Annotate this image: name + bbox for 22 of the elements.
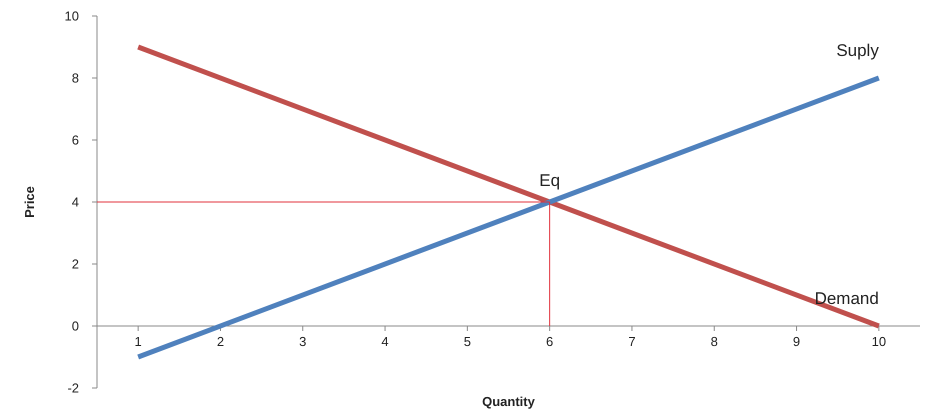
x-tick-label: 7 xyxy=(628,334,636,349)
y-tick-label: -2 xyxy=(67,380,79,396)
x-tick-label: 5 xyxy=(464,334,471,349)
x-tick-label: 1 xyxy=(134,334,142,349)
y-tick-label: 4 xyxy=(72,194,79,210)
x-tick-label: 2 xyxy=(216,334,224,349)
x-tick-label: 6 xyxy=(546,334,554,349)
x-tick-label: 3 xyxy=(299,334,306,349)
y-tick-label: 6 xyxy=(72,132,79,148)
y-tick-label: 8 xyxy=(72,70,79,86)
y-tick-label: 2 xyxy=(72,256,79,272)
x-tick-label: 9 xyxy=(792,334,800,349)
y-tick-label: 10 xyxy=(64,8,79,24)
x-axis-title: Quantity xyxy=(482,394,536,409)
x-tick-label: 4 xyxy=(381,334,389,349)
series-label: Suply xyxy=(836,41,880,60)
series-label: Demand xyxy=(814,289,879,308)
y-axis-title: Price xyxy=(22,186,37,218)
y-tick-label: 0 xyxy=(72,318,79,334)
x-tick-label: 8 xyxy=(710,334,718,349)
annotation: Eq xyxy=(539,171,560,190)
x-tick-label: 10 xyxy=(872,334,886,349)
